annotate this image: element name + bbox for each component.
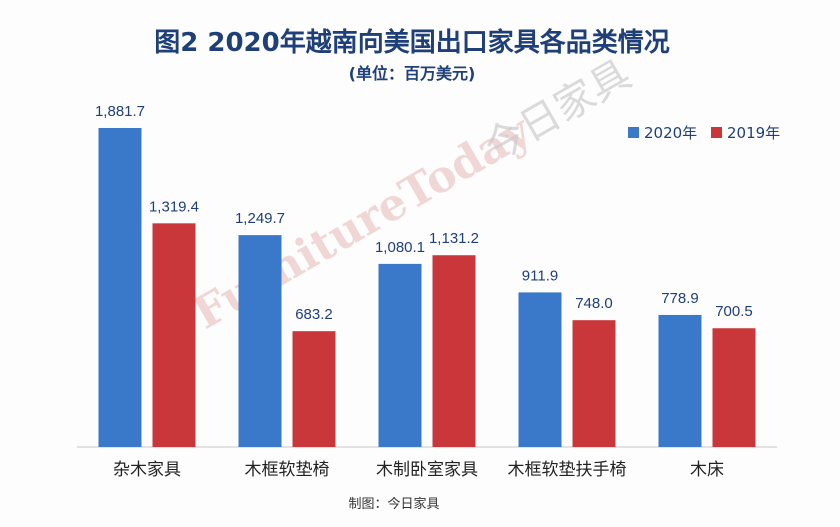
bar-2020-3 — [518, 292, 562, 447]
bar-2019-0 — [152, 223, 196, 447]
data-label-2020-4: 778.9 — [661, 290, 699, 307]
legend-label-2020: 2020年 — [644, 124, 697, 142]
category-label-4: 木床 — [690, 460, 724, 480]
data-label-2020-0: 1,881.7 — [95, 103, 145, 120]
data-label-2019-3: 748.0 — [575, 295, 613, 312]
legend: 2020年 2019年 — [628, 124, 780, 142]
legend-swatch-2019 — [711, 127, 722, 138]
chart-title: 图2 2020年越南向美国出口家具各品类情况 — [154, 27, 670, 58]
data-label-2020-1: 1,249.7 — [235, 210, 285, 227]
data-label-2019-0: 1,319.4 — [149, 198, 199, 215]
data-label-2020-2: 1,080.1 — [375, 239, 425, 256]
data-label-2019-2: 1,131.2 — [429, 230, 479, 247]
chart-subtitle: (单位：百万美元) — [349, 64, 476, 83]
category-label-2: 木制卧室家具 — [376, 460, 478, 480]
data-label-2020-3: 911.9 — [522, 267, 558, 284]
bar-2019-4 — [712, 328, 756, 447]
legend-swatch-2020 — [628, 127, 639, 138]
bar-2019-3 — [572, 320, 616, 447]
bar-2019-2 — [432, 255, 476, 447]
bar-2019-1 — [292, 331, 336, 447]
category-label-1: 木框软垫椅 — [245, 460, 330, 480]
bars-group — [98, 128, 756, 447]
bar-2020-0 — [98, 128, 142, 447]
data-labels-group: 1,881.7 1,319.4 1,249.7 683.2 1,080.11,131.2… — [95, 103, 753, 323]
watermark-cjk: 今日家具 — [477, 51, 639, 171]
category-labels-group: 杂木家具 木框软垫椅 木制卧室家具 木框软垫扶手椅 木床 — [113, 460, 724, 480]
legend-label-2019: 2019年 — [727, 124, 780, 142]
bar-2020-4 — [658, 314, 702, 447]
category-label-3: 木框软垫扶手椅 — [508, 460, 627, 480]
data-label-2019-4: 700.5 — [715, 303, 753, 320]
bar-2020-2 — [378, 263, 422, 447]
bar-2020-1 — [238, 235, 282, 447]
category-label-0: 杂木家具 — [113, 460, 181, 480]
footer-credit: 制图：今日家具 — [348, 496, 439, 512]
data-label-2019-1: 683.2 — [295, 306, 333, 323]
